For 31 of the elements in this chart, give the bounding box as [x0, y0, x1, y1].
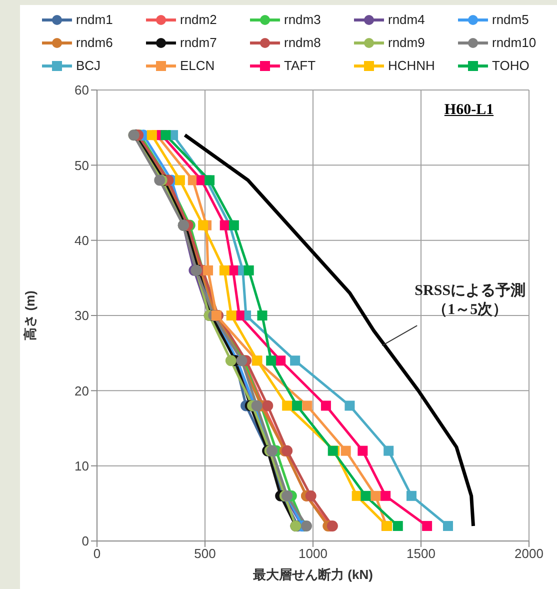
x-tick-label: 0 — [93, 546, 101, 562]
y-tick-label: 60 — [74, 82, 89, 98]
legend-label: rndm8 — [284, 35, 321, 50]
x-tick-label: 1000 — [298, 546, 328, 562]
x-tick-label: 500 — [194, 546, 216, 562]
y-tick-label: 20 — [74, 383, 89, 398]
legend-label: TOHO — [492, 58, 530, 73]
legend-label: ELCN — [180, 58, 215, 73]
y-axis-title: 高さ (m) — [22, 290, 38, 340]
legend-label: HCHNH — [388, 58, 435, 73]
legend-label: rndm3 — [284, 12, 321, 27]
legend-label: BCJ — [76, 58, 101, 73]
legend-label: rndm10 — [492, 35, 536, 50]
legend-label: rndm2 — [180, 12, 217, 27]
legend-label: rndm1 — [76, 12, 113, 27]
annotation: SRSSによる予測（1～5次） — [414, 282, 527, 320]
y-tick-label: 50 — [74, 158, 89, 173]
x-tick-label: 2000 — [514, 546, 544, 562]
y-tick-label: 0 — [82, 534, 89, 549]
y-tick-label: 30 — [74, 308, 89, 324]
legend-label: rndm4 — [388, 12, 425, 27]
legend-label: rndm9 — [388, 35, 425, 50]
y-tick-label: 10 — [74, 458, 89, 474]
legend-label: rndm6 — [76, 35, 113, 50]
legend-label: rndm7 — [180, 35, 217, 50]
x-axis-title: 最大層せん断力 (kN) — [252, 567, 373, 582]
legend-label: TAFT — [284, 58, 316, 73]
x-tick-label: 1500 — [406, 546, 436, 562]
annotation: H60-L1 — [443, 102, 495, 119]
y-tick-label: 40 — [74, 232, 89, 248]
legend-label: rndm5 — [492, 12, 529, 27]
